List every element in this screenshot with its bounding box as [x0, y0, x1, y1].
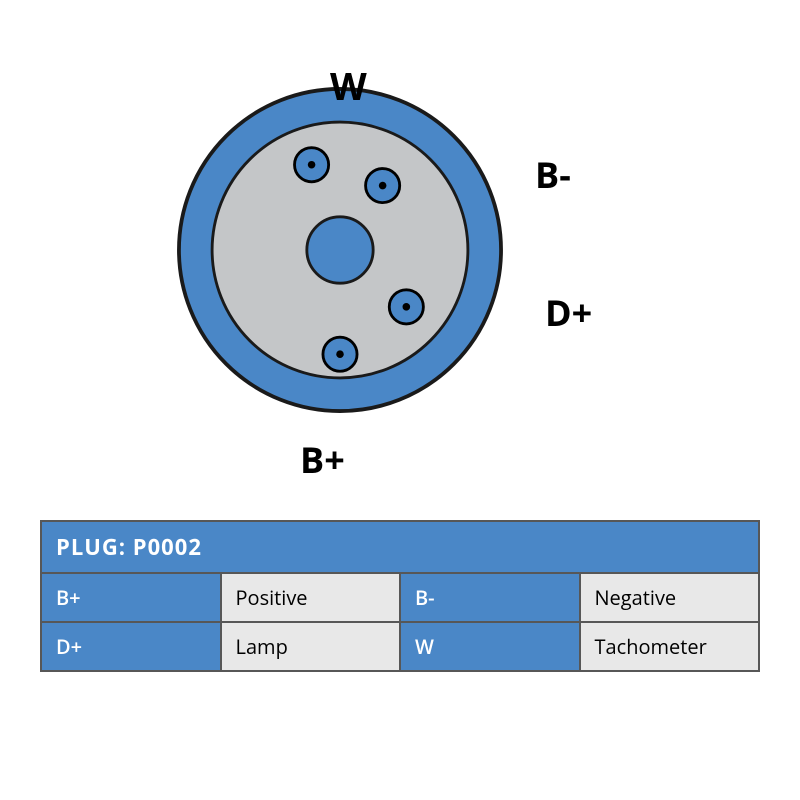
desc-cell: Lamp [221, 622, 401, 671]
table-row: B+PositiveB-Negative [41, 573, 759, 622]
diagram-stage: W B- D+ B+ PLUG: P0002 B+PositiveB-Negat… [0, 0, 800, 800]
code-cell: D+ [41, 622, 221, 671]
plug-table-wrap: PLUG: P0002 B+PositiveB-NegativeD+LampWT… [40, 520, 760, 672]
code-cell: W [400, 622, 580, 671]
plug-table-body: B+PositiveB-NegativeD+LampWTachometer [41, 573, 759, 671]
label-b-minus: B- [535, 150, 571, 199]
desc-cell: Tachometer [580, 622, 760, 671]
pin-dot-B_plus [336, 350, 344, 358]
plug-table-title: PLUG: P0002 [41, 521, 759, 573]
pin-dot-W [308, 161, 316, 169]
desc-cell: Negative [580, 573, 760, 622]
connector-diagram [160, 70, 520, 430]
code-cell: B+ [41, 573, 221, 622]
plug-table: PLUG: P0002 B+PositiveB-NegativeD+LampWT… [40, 520, 760, 672]
plug-table-header-row: PLUG: P0002 [41, 521, 759, 573]
code-cell: B- [400, 573, 580, 622]
desc-cell: Positive [221, 573, 401, 622]
label-d-plus: D+ [545, 288, 592, 337]
label-b-plus: B+ [300, 435, 345, 484]
center-hub [307, 217, 373, 283]
table-row: D+LampWTachometer [41, 622, 759, 671]
pin-dot-B_minus [379, 182, 387, 190]
label-w: W [330, 60, 367, 112]
pin-dot-D_plus [403, 303, 411, 311]
